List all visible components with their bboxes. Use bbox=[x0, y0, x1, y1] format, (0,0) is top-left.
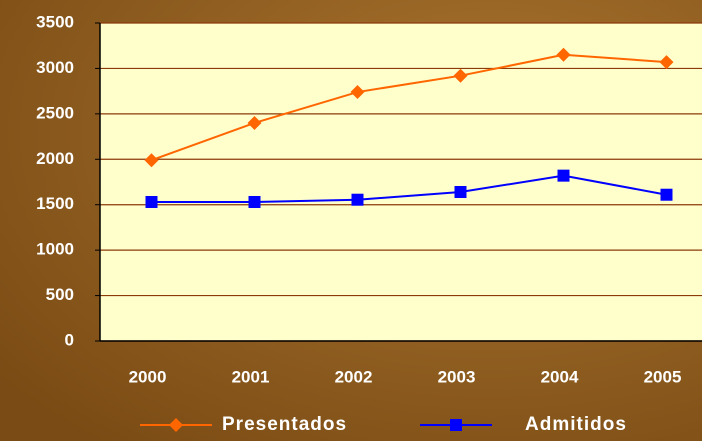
y-tick-label: 3000 bbox=[36, 58, 74, 77]
series-line bbox=[151, 53, 667, 162]
plot-area bbox=[100, 23, 702, 341]
y-tick-label: 3500 bbox=[36, 12, 74, 31]
marker bbox=[248, 195, 261, 208]
y-tick-label: 500 bbox=[46, 285, 74, 304]
x-tick-label: 2002 bbox=[335, 367, 373, 386]
x-tick-label: 2003 bbox=[438, 367, 476, 386]
x-tick-label: 2005 bbox=[644, 367, 682, 386]
y-tick-label: 1500 bbox=[36, 194, 74, 213]
x-tick-label: 2001 bbox=[232, 367, 270, 386]
legend-marker bbox=[450, 419, 462, 431]
marker bbox=[247, 115, 262, 130]
legend-label: Presentados bbox=[222, 414, 347, 435]
y-tick-label: 0 bbox=[65, 330, 74, 349]
marker bbox=[659, 55, 674, 70]
marker bbox=[350, 85, 365, 100]
marker bbox=[145, 195, 158, 208]
y-tick-label: 2500 bbox=[36, 103, 74, 122]
marker bbox=[454, 185, 467, 198]
legend-marker bbox=[169, 418, 183, 432]
marker bbox=[556, 47, 571, 62]
legend-label: Admitidos bbox=[525, 414, 627, 435]
marker bbox=[557, 169, 570, 182]
y-tick-label: 1000 bbox=[36, 240, 74, 259]
marker bbox=[351, 193, 364, 206]
marker bbox=[453, 68, 468, 83]
marker bbox=[660, 188, 673, 201]
marker bbox=[144, 153, 159, 168]
y-tick-label: 2000 bbox=[36, 149, 74, 168]
x-tick-label: 2004 bbox=[541, 367, 579, 386]
series-line bbox=[151, 174, 667, 203]
x-tick-label: 2000 bbox=[129, 367, 167, 386]
